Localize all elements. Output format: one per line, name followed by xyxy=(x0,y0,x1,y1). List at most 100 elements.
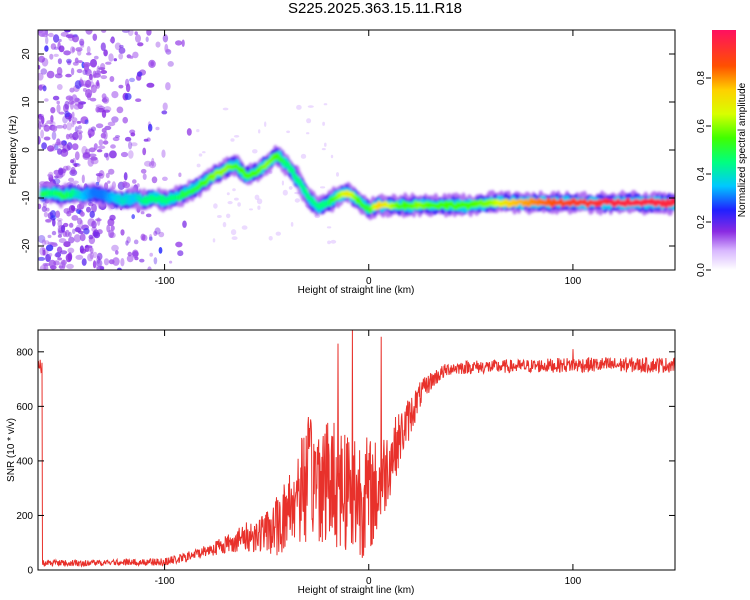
snr-background xyxy=(38,330,675,570)
noise-blob xyxy=(336,172,339,177)
noise-blob xyxy=(89,210,95,218)
noise-blob xyxy=(66,122,72,131)
noise-blob xyxy=(58,167,64,176)
noise-blob xyxy=(323,103,328,106)
noise-blob xyxy=(101,93,107,100)
noise-blob xyxy=(196,163,201,168)
noise-blob xyxy=(62,231,68,238)
noise-blob xyxy=(153,230,158,236)
noise-blob xyxy=(115,250,119,255)
noise-blob xyxy=(143,138,149,142)
noise-blob xyxy=(79,38,85,46)
noise-blob xyxy=(87,157,94,167)
noise-blob xyxy=(164,43,169,53)
noise-blob xyxy=(86,206,91,213)
noise-blob xyxy=(49,215,57,221)
noise-blob xyxy=(56,104,61,113)
noise-blob xyxy=(105,172,110,179)
noise-blob xyxy=(82,152,91,160)
noise-blob xyxy=(58,38,62,43)
noise-blob xyxy=(322,121,325,126)
noise-blob xyxy=(53,53,59,58)
noise-blob xyxy=(74,227,82,233)
colorbar-tick-label: 0.6 xyxy=(696,119,707,133)
noise-blob xyxy=(108,229,114,238)
noise-blob xyxy=(175,241,183,248)
noise-blob xyxy=(109,150,117,159)
noise-blob xyxy=(307,105,314,108)
noise-blob xyxy=(45,219,52,224)
noise-blob xyxy=(125,83,131,93)
noise-blob xyxy=(84,68,92,75)
noise-blob xyxy=(98,170,105,179)
noise-blob xyxy=(54,46,59,50)
noise-blob xyxy=(162,176,168,181)
x-tick-label: 100 xyxy=(565,276,582,287)
noise-blob xyxy=(56,67,63,76)
noise-blob xyxy=(96,252,103,261)
x-tick-label: 100 xyxy=(565,576,582,587)
noise-blob xyxy=(146,30,152,36)
noise-blob xyxy=(177,250,184,257)
noise-blob xyxy=(70,166,76,175)
noise-blob xyxy=(74,151,80,161)
noise-blob xyxy=(326,226,332,229)
noise-blob xyxy=(46,120,54,125)
y-tick-label: -10 xyxy=(21,190,32,205)
noise-blob xyxy=(98,139,104,146)
noise-blob xyxy=(92,33,98,41)
noise-blob xyxy=(81,174,85,184)
noise-blob xyxy=(122,181,128,187)
y-tick-label: 600 xyxy=(16,402,33,413)
noise-blob xyxy=(129,77,135,83)
noise-blob xyxy=(72,180,79,184)
noise-blob xyxy=(101,128,107,133)
noise-blob xyxy=(222,221,227,228)
noise-blob xyxy=(65,253,72,263)
noise-blob xyxy=(111,116,119,123)
noise-blob xyxy=(330,154,334,159)
noise-blob xyxy=(306,118,312,124)
noise-blob xyxy=(130,142,138,147)
noise-blob xyxy=(39,265,47,270)
noise-blob xyxy=(55,125,64,129)
noise-blob xyxy=(202,151,206,154)
noise-blob xyxy=(294,198,300,203)
noise-blob xyxy=(122,30,130,33)
noise-blob xyxy=(56,218,63,222)
noise-blob xyxy=(56,100,60,105)
noise-blob xyxy=(65,73,72,78)
noise-blob xyxy=(109,214,116,221)
ridge-cell xyxy=(290,168,296,174)
x-tick-label: -100 xyxy=(155,576,175,587)
noise-blob xyxy=(237,202,241,207)
noise-blob xyxy=(158,247,163,254)
noise-blob xyxy=(49,53,54,60)
colorbar-tick-label: 0.8 xyxy=(696,71,707,85)
noise-blob xyxy=(226,213,231,219)
noise-blob xyxy=(321,148,326,151)
noise-blob xyxy=(43,124,51,132)
noise-blob xyxy=(68,236,75,244)
colorbar: 0.0 0.2 0.4 0.6 0.8 Normalized spectral ampl… xyxy=(696,30,748,277)
noise-blob xyxy=(111,244,119,252)
noise-blob xyxy=(232,188,236,192)
noise-blob xyxy=(108,168,115,175)
noise-blob xyxy=(120,151,129,158)
noise-blob xyxy=(48,253,53,257)
noise-blob xyxy=(51,131,57,141)
noise-blob xyxy=(120,229,125,236)
noise-blob xyxy=(175,40,183,46)
noise-blob xyxy=(142,147,147,156)
colorbar-tick-label: 0.0 xyxy=(696,263,707,277)
noise-blob xyxy=(196,129,200,133)
noise-blob xyxy=(63,241,71,248)
spectrogram-x-axis-label: Height of straight line (km) xyxy=(298,285,415,296)
noise-blob xyxy=(68,205,75,213)
snr-content xyxy=(38,330,675,568)
noise-blob xyxy=(116,267,122,270)
noise-blob xyxy=(62,123,67,130)
noise-blob xyxy=(107,180,111,184)
noise-blob xyxy=(38,72,44,81)
noise-blob xyxy=(162,34,169,43)
